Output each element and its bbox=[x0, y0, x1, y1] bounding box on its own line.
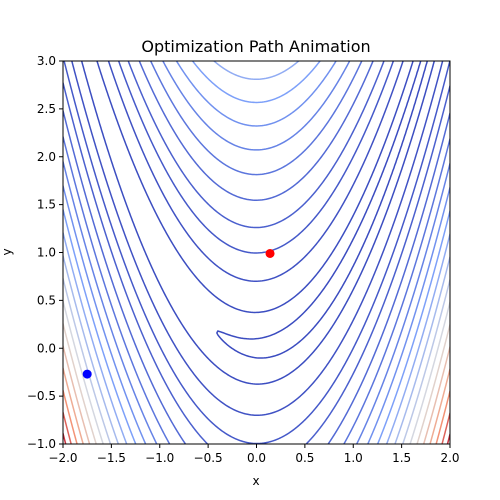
contour-line-level-2 bbox=[71, 61, 444, 417]
y-tick-label: −1.0 bbox=[27, 437, 56, 451]
contour-line-level-18 bbox=[63, 411, 450, 444]
chart-title: Optimization Path Animation bbox=[141, 37, 370, 56]
y-axis-label: y bbox=[0, 248, 14, 255]
y-tick-label: 3.0 bbox=[37, 54, 56, 68]
y-axis: −1.0 −0.5 0.0 0.5 1.0 1.5 2.0 2.5 3.0 bbox=[27, 54, 63, 451]
contour-line-level-3 bbox=[63, 61, 450, 444]
contour-line-level-1 bbox=[80, 61, 436, 385]
y-tick-label: 0.0 bbox=[37, 341, 56, 355]
contour-line-level-4 bbox=[63, 61, 450, 444]
contour-line-level-13 bbox=[63, 300, 450, 444]
contour-line-level-9 bbox=[63, 61, 450, 444]
contour-line-level-0 bbox=[216, 61, 428, 359]
x-tick-label: 0.0 bbox=[247, 451, 266, 465]
x-tick-label: −1.0 bbox=[145, 451, 174, 465]
contour-line-level-15 bbox=[63, 345, 450, 444]
x-tick-label: 0.5 bbox=[295, 451, 314, 465]
x-tick-label: 1.5 bbox=[392, 451, 411, 465]
contour-line-level-10 bbox=[63, 61, 450, 444]
x-tick-label: −2.0 bbox=[48, 451, 77, 465]
contour-line-level-6 bbox=[63, 61, 450, 444]
contour-lines bbox=[63, 61, 450, 444]
x-tick-label: 2.0 bbox=[440, 451, 459, 465]
x-axis-label: x bbox=[252, 474, 259, 488]
y-tick-label: 1.5 bbox=[37, 198, 56, 212]
x-axis: −2.0 −1.5 −1.0 −0.5 0.0 0.5 1.0 1.5 2.0 bbox=[48, 444, 460, 465]
y-tick-label: 2.5 bbox=[37, 102, 56, 116]
contour-line-level-17 bbox=[63, 389, 450, 444]
contour-line-level-11 bbox=[63, 255, 450, 444]
y-tick-label: 0.5 bbox=[37, 293, 56, 307]
x-tick-label: 1.0 bbox=[344, 451, 363, 465]
contour-line-level-5 bbox=[63, 61, 450, 444]
contour-line-level-12 bbox=[63, 277, 450, 444]
y-tick-label: 2.0 bbox=[37, 150, 56, 164]
y-tick-label: 1.0 bbox=[37, 246, 56, 260]
x-tick-label: −0.5 bbox=[194, 451, 223, 465]
start-point-marker bbox=[82, 369, 92, 379]
contour-line-level-16 bbox=[63, 367, 450, 444]
x-tick-label: −1.5 bbox=[97, 451, 126, 465]
contour-line-level-14 bbox=[63, 322, 450, 444]
current-point-marker bbox=[265, 248, 275, 258]
optimization-markers bbox=[82, 248, 275, 379]
y-tick-label: −0.5 bbox=[27, 389, 56, 403]
contour-line-level-8 bbox=[63, 61, 450, 444]
